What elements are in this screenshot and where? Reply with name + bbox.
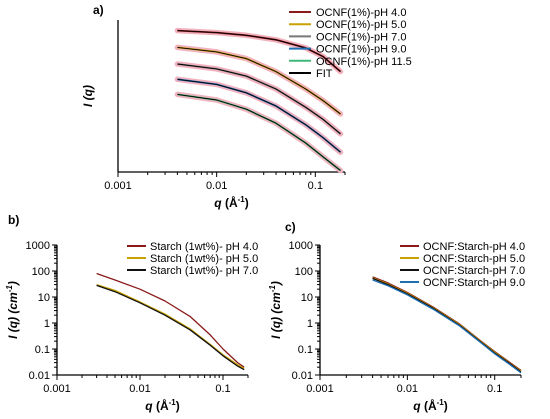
y-tick-label: 0.1: [35, 344, 50, 356]
y-axis-title: I (q): [81, 85, 95, 107]
y-tick-label: 10: [301, 292, 313, 304]
x-axis-title-symbol: q: [145, 399, 153, 413]
fit-line: [177, 46, 341, 115]
x-axis-title-exponent: -1: [238, 195, 246, 204]
x-axis-title-paren: (Å: [153, 398, 169, 413]
legend-label: OCNF:Starch-pH 4.0: [423, 241, 525, 253]
y-axis-title: I (q) (cm-1): [5, 281, 20, 339]
x-tick-label: 0.001: [306, 383, 334, 395]
series-line: [96, 272, 245, 368]
x-tick-label: 0.01: [397, 383, 418, 395]
legend-label: OCNF(1%)-pH 7.0: [316, 31, 406, 43]
y-axis-title-exponent: -1: [5, 285, 14, 293]
x-axis-title: q (Å-1): [214, 195, 248, 210]
y-tick-label: 1000: [289, 240, 313, 252]
panel-label: b): [8, 213, 19, 227]
y-tick-label: 1000: [26, 240, 50, 252]
fit-line: [177, 30, 341, 72]
y-axis-title-main: I (q) (cm: [6, 292, 20, 339]
legend-label: OCNF:Starch-pH 9.0: [423, 277, 525, 289]
panel-label: c): [285, 220, 296, 234]
legend-label: OCNF(1%)-pH 9.0: [316, 44, 406, 56]
y-tick-label: 0.1: [298, 344, 313, 356]
fit-line: [177, 63, 341, 135]
y-axis-title-main: I (q): [81, 85, 95, 107]
y-tick-label: 0.01: [29, 370, 50, 382]
panel-0: a) 0.001 0.01 0.1 q (Å-1) I (q) OCNF(1%)-pH 4.…: [81, 3, 412, 210]
legend-label: OCNF(1%)-pH 11.5: [316, 56, 412, 68]
series-line: [372, 279, 522, 374]
x-tick-label: 0.01: [129, 383, 150, 395]
y-axis-title-main: I (q) (cm: [269, 292, 283, 339]
panel-label: a): [93, 3, 104, 17]
series-line: [372, 277, 522, 373]
y-tick-label: 100: [295, 266, 313, 278]
y-axis-title: I (q) (cm-1): [268, 281, 283, 339]
x-axis-title-exponent: -1: [437, 398, 445, 407]
legend-label: Starch (1wt%)- pH 7.0: [150, 265, 258, 277]
legend-label: Starch (1wt%)- pH 5.0: [150, 253, 258, 265]
y-tick-label: 100: [32, 266, 50, 278]
legend-label: Starch (1wt%)- pH 4.0: [150, 241, 258, 253]
y-tick-label: 1: [307, 318, 313, 330]
series-line: [96, 283, 245, 369]
x-axis-title-paren: (Å: [421, 398, 437, 413]
fit-line: [177, 78, 341, 153]
x-tick-label: 0.001: [104, 180, 132, 192]
y-tick-label: 0.01: [292, 370, 313, 382]
x-axis-title: q (Å-1): [413, 398, 447, 413]
legend-label: OCNF(1%)-pH 5.0: [316, 19, 406, 31]
x-axis-title-exponent: -1: [169, 398, 177, 407]
x-axis-title-symbol: q: [413, 399, 421, 413]
x-axis-title-symbol: q: [214, 196, 222, 210]
fit-line: [177, 93, 341, 171]
y-axis-title-exponent: -1: [268, 285, 277, 293]
x-tick-label: 0.1: [308, 180, 323, 192]
x-axis-title-paren: ): [176, 399, 180, 413]
x-axis-title-paren: (Å: [222, 195, 238, 210]
legend-label: OCNF:Starch-pH 5.0: [423, 253, 525, 265]
legend-label: FIT: [316, 68, 333, 80]
y-tick-label: 1: [44, 318, 50, 330]
x-tick-label: 0.1: [487, 383, 502, 395]
series-line: [96, 284, 245, 371]
y-tick-label: 10: [38, 292, 50, 304]
x-tick-label: 0.001: [43, 383, 71, 395]
y-axis-title-close: ): [269, 281, 283, 287]
x-axis-title-paren: ): [245, 196, 249, 210]
legend-label: OCNF:Starch-pH 7.0: [423, 265, 525, 277]
x-tick-label: 0.01: [206, 180, 227, 192]
x-axis-title-paren: ): [444, 399, 448, 413]
x-tick-label: 0.1: [215, 383, 230, 395]
legend-label: OCNF(1%)-pH 4.0: [316, 7, 406, 19]
x-axis-title: q (Å-1): [145, 398, 179, 413]
y-axis-title-close: ): [6, 281, 20, 287]
